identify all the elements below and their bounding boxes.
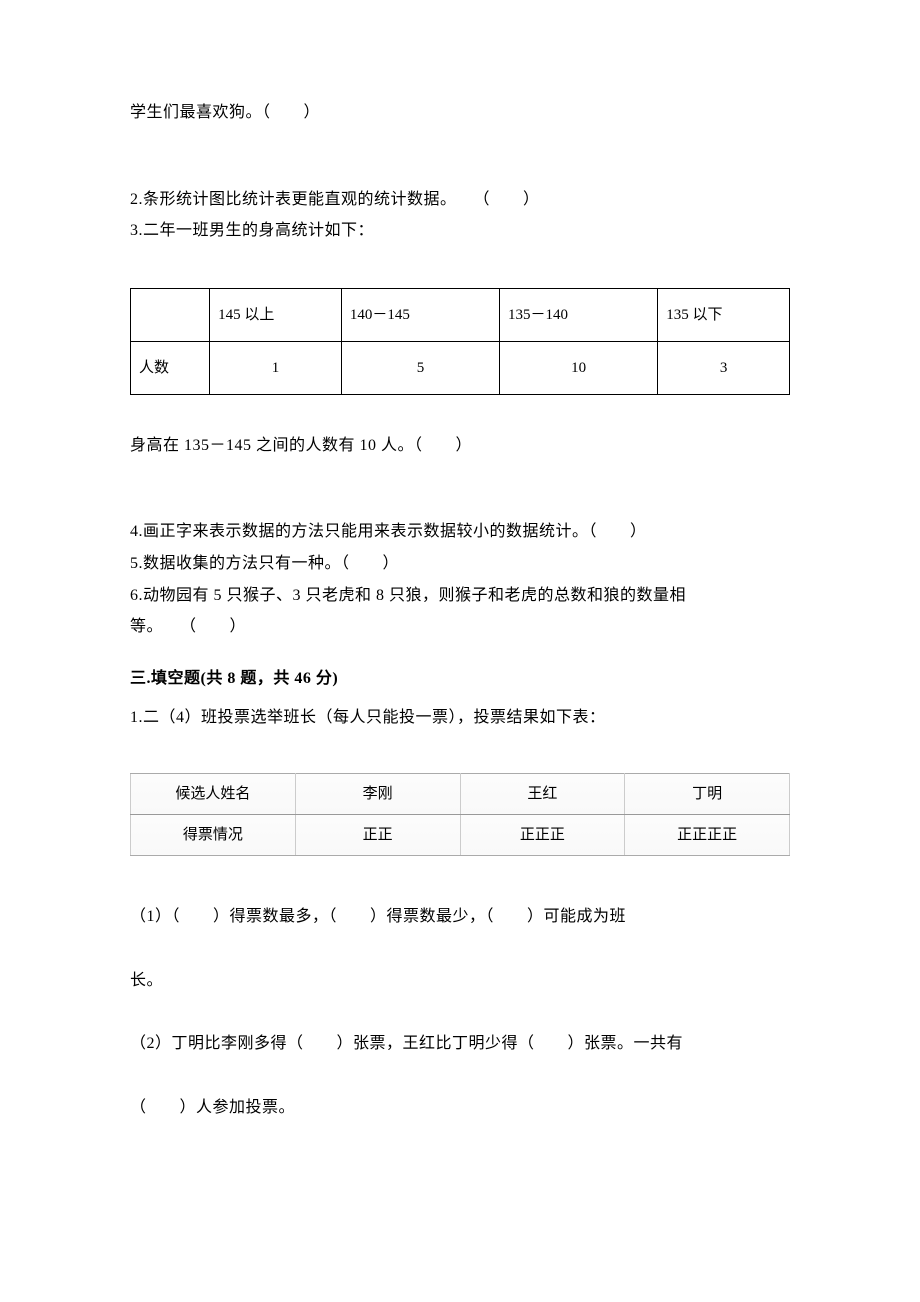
table-cell: 5 (341, 341, 499, 394)
table-cell: 3 (658, 341, 790, 394)
section-3-heading: 三.填空题(共 8 题，共 46 分) (130, 666, 790, 692)
table-cell: 10 (500, 341, 658, 394)
table-header-cell (131, 288, 210, 341)
table-cell: 正正正 (460, 814, 625, 855)
spacer (130, 464, 790, 519)
table-header-cell: 140－145 (341, 288, 499, 341)
table-row: 145 以上 140－145 135－140 135 以下 (131, 288, 790, 341)
table-cell: 李刚 (295, 773, 460, 814)
spacer (130, 864, 790, 904)
table-cell: 正正正正 (625, 814, 790, 855)
table-row: 人数 1 5 10 3 (131, 341, 790, 394)
question-6-line2: 等。 （ ） (130, 614, 790, 640)
table-cell: 1 (210, 341, 342, 394)
table-cell: 丁明 (625, 773, 790, 814)
spacer (130, 737, 790, 765)
question-6-line1: 6.动物园有 5 只猴子、3 只老虎和 8 只狼，则猴子和老虎的总数和狼的数量相 (130, 583, 790, 609)
question-2: 2.条形统计图比统计表更能直观的统计数据。 （ ） (130, 187, 790, 213)
height-table: 145 以上 140－145 135－140 135 以下 人数 1 5 10 … (130, 288, 790, 395)
question-4: 4.画正字来表示数据的方法只能用来表示数据较小的数据统计。（ ） (130, 519, 790, 545)
table-row: 候选人姓名 李刚 王红 丁明 (131, 773, 790, 814)
statement-dog: 学生们最喜欢狗。（ ） (130, 100, 790, 126)
height-statement: 身高在 135－145 之间的人数有 10 人。（ ） (130, 433, 790, 459)
question-3-intro: 3.二年一班男生的身高统计如下： (130, 218, 790, 244)
spacer (130, 250, 790, 278)
question-5: 5.数据收集的方法只有一种。（ ） (130, 551, 790, 577)
table-cell: 候选人姓名 (131, 773, 296, 814)
sub-question-2-line1: （2）丁明比李刚多得（ ）张票，王红比丁明少得（ ）张票。一共有 (130, 1031, 790, 1057)
spacer (130, 132, 790, 187)
spacer (130, 405, 790, 433)
table-cell: 王红 (460, 773, 625, 814)
table-row: 得票情况 正正 正正正 正正正正 (131, 814, 790, 855)
table-cell-label: 人数 (131, 341, 210, 394)
section-3-q1-intro: 1.二（4）班投票选举班长（每人只能投一票），投票结果如下表： (130, 705, 790, 731)
sub-question-2-line2: （ ）人参加投票。 (130, 1095, 790, 1121)
vote-table: 候选人姓名 李刚 王红 丁明 得票情况 正正 正正正 正正正正 (130, 773, 790, 856)
sub-question-1-line1: （1）（ ）得票数最多，（ ）得票数最少，（ ）可能成为班 (130, 904, 790, 930)
table-header-cell: 145 以上 (210, 288, 342, 341)
table-header-cell: 135 以下 (658, 288, 790, 341)
table-header-cell: 135－140 (500, 288, 658, 341)
sub-question-1-line2: 长。 (130, 968, 790, 994)
table-cell: 得票情况 (131, 814, 296, 855)
table-cell: 正正 (295, 814, 460, 855)
